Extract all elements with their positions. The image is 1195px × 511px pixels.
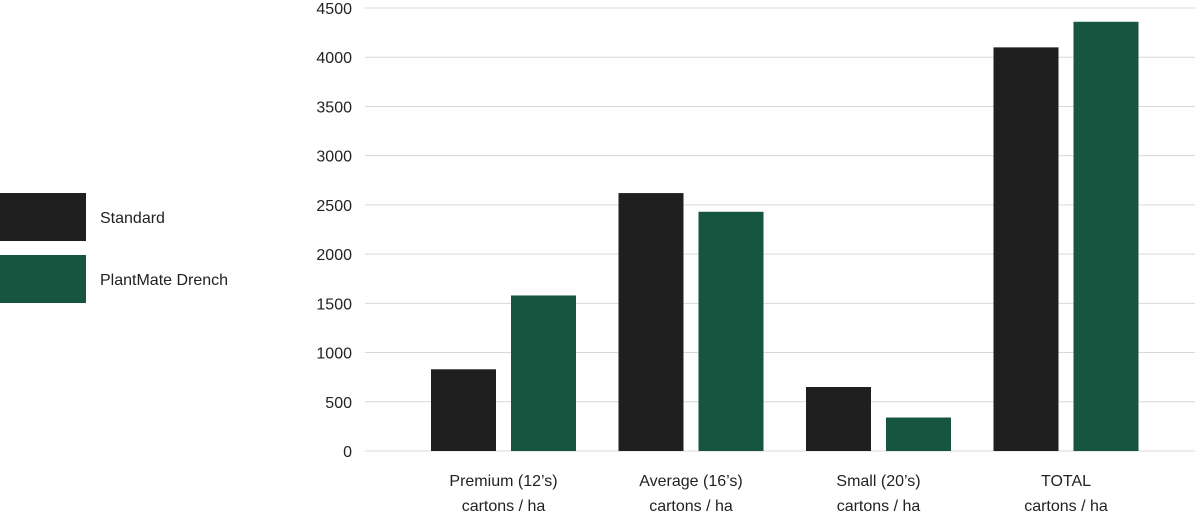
y-tick-label: 3500 — [316, 99, 352, 116]
legend-label: PlantMate Drench — [100, 272, 228, 289]
bar-standard — [431, 369, 496, 451]
x-category-label: cartons / ha — [649, 498, 733, 511]
y-tick-label: 3000 — [316, 149, 352, 166]
legend-swatch — [0, 255, 86, 303]
x-category-label: Average (16’s) — [639, 473, 742, 490]
y-tick-label: 0 — [343, 444, 352, 461]
bar-standard — [618, 193, 684, 451]
legend: Standard PlantMate Drench — [0, 193, 228, 303]
y-tick-label: 1000 — [316, 346, 352, 363]
y-tick-label: 4000 — [316, 50, 352, 67]
x-category-label: cartons / ha — [837, 498, 921, 511]
legend-label: Standard — [100, 210, 165, 227]
gridlines — [365, 7, 1195, 452]
bar-standard — [806, 387, 871, 451]
bars — [431, 21, 1139, 451]
bar-standard — [993, 47, 1059, 451]
x-axis-category-labels: Premium (12’s) cartons / ha Average (16’s)… — [449, 473, 1107, 511]
x-category-label: Premium (12’s) — [449, 473, 557, 490]
bar-plantmate-drench — [886, 417, 951, 451]
y-tick-label: 2000 — [316, 247, 352, 264]
y-tick-label: 2500 — [316, 198, 352, 215]
y-axis-tick-labels: 0 500 1000 1500 2000 2500 3000 3500 4000 4500 — [316, 1, 352, 461]
x-category-label: TOTAL — [1041, 473, 1091, 490]
x-category-label: cartons / ha — [462, 498, 546, 511]
x-category-label: Small (20’s) — [836, 473, 920, 490]
legend-swatch — [0, 193, 86, 241]
bar-plantmate-drench — [698, 211, 764, 451]
y-tick-label: 500 — [325, 395, 352, 412]
x-category-label: cartons / ha — [1024, 498, 1108, 511]
y-tick-label: 1500 — [316, 296, 352, 313]
y-tick-label: 4500 — [316, 1, 352, 18]
bar-plantmate-drench — [511, 295, 576, 451]
bar-plantmate-drench — [1073, 21, 1139, 451]
